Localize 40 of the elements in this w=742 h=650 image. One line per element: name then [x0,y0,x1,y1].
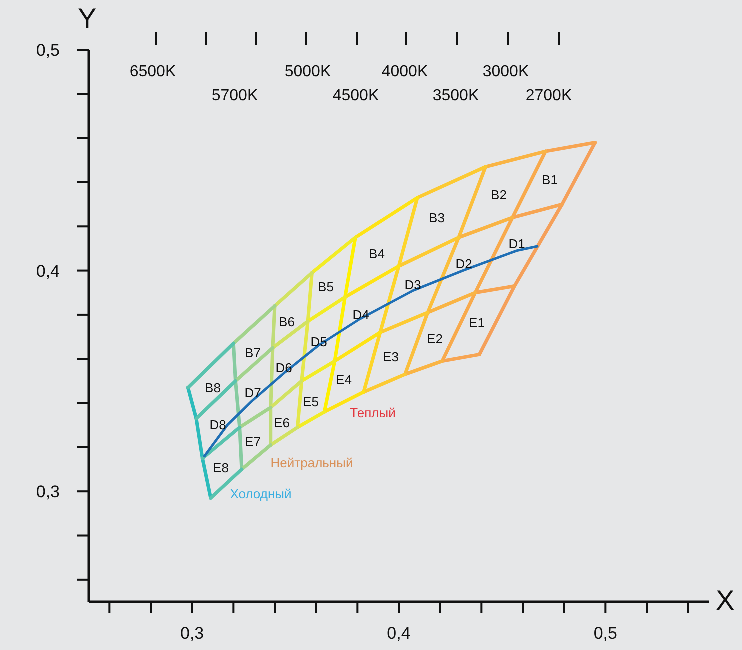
annotation: E5 [303,394,319,410]
annotation: 6500K [130,64,176,80]
annotation: 4500K [332,88,380,104]
y-axis-title: Y [78,3,97,34]
annotation: B1 [542,172,558,188]
annotation: B3 [429,210,445,226]
annotation: Холодный [230,486,292,502]
annotation: B4 [369,246,385,262]
annotation: E7 [245,434,261,450]
annotation: 2700K [526,88,572,104]
annotation: B7 [245,346,261,360]
annotation: 5700K [212,88,258,104]
x-tick-label: 0,4 [387,624,411,644]
x-axis-title: X [716,585,735,616]
annotation: Теплый [350,406,396,420]
annotation: D8 [210,418,226,432]
annotation: 5000K [284,64,332,80]
annotation: E2 [427,332,443,346]
annotation: D3 [404,278,422,292]
annotation: B5 [318,280,334,294]
y-tick-label: 0,5 [36,41,60,60]
annotation: E4 [336,372,352,388]
annotation: E8 [213,460,229,476]
annotation: E6 [274,416,290,430]
annotation: E3 [383,350,399,364]
annotation: D1 [508,236,526,252]
annotation: B8 [205,380,221,396]
annotation: D7 [244,386,262,400]
annotation: 3000K [482,64,530,80]
annotation: D2 [456,256,472,272]
annotation: B6 [279,314,295,330]
annotation: B2 [491,188,507,202]
annotation: 3500K [432,88,480,104]
x-tick-label: 0,5 [594,624,618,644]
x-tick-label: 0,3 [180,624,204,644]
annotation: E1 [469,316,485,330]
y-tick-label: 0,4 [36,262,60,281]
annotation: 4000K [382,64,428,80]
annotation: Нейтральный [270,456,354,470]
y-tick-label: 0,3 [36,482,60,502]
